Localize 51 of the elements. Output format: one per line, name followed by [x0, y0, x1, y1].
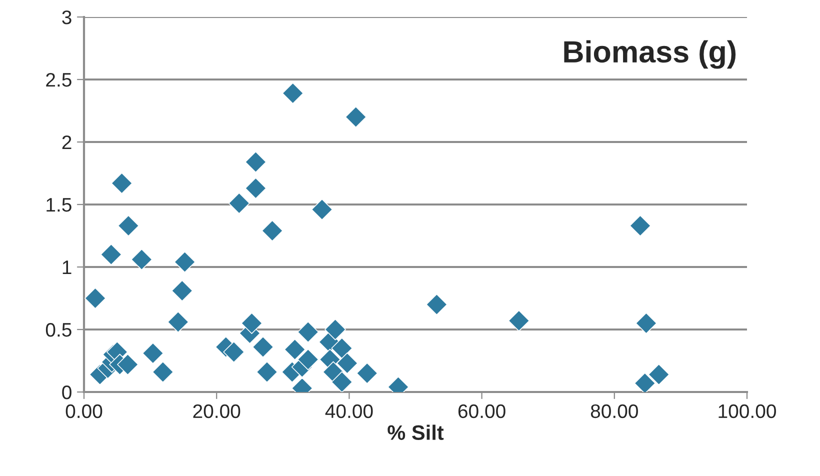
x-axis-title: % Silt — [388, 424, 444, 440]
point — [100, 244, 122, 266]
point — [111, 172, 133, 194]
point — [142, 342, 164, 364]
point — [331, 371, 353, 392]
point — [324, 318, 346, 340]
x-tick-label: 40.00 — [325, 404, 373, 418]
text: Biomass (g) — [564, 40, 736, 69]
y-tick-label: 2.5 — [46, 72, 72, 87]
point — [244, 178, 266, 199]
point — [117, 354, 138, 376]
point — [634, 372, 656, 392]
point — [345, 106, 367, 128]
point — [171, 280, 193, 302]
point — [118, 215, 140, 236]
point — [256, 361, 278, 383]
point — [297, 348, 319, 370]
point — [284, 338, 306, 360]
x-tick-label: 20.00 — [193, 404, 240, 418]
y-tick-label: 3 — [62, 10, 72, 24]
point — [282, 82, 304, 104]
x-tick-label: 60.00 — [458, 404, 506, 418]
point — [167, 311, 189, 333]
point — [244, 151, 266, 173]
point — [241, 312, 262, 334]
point — [297, 321, 319, 343]
x-tick-label: 100.00 — [718, 404, 776, 418]
point — [84, 288, 106, 309]
point — [174, 251, 196, 273]
point — [630, 215, 651, 236]
y-tick-label: 1 — [62, 260, 72, 274]
point — [426, 294, 448, 316]
point — [152, 361, 174, 383]
y-tick-label: 0.5 — [46, 322, 72, 337]
point — [262, 220, 284, 242]
point — [356, 362, 378, 384]
point — [336, 352, 358, 374]
y-tick-label: 1.5 — [46, 198, 72, 212]
x-tick-label: 80.00 — [590, 404, 638, 418]
point — [311, 198, 333, 220]
x-tick-label: 0.00 — [66, 404, 102, 418]
point — [252, 336, 274, 358]
point — [228, 192, 250, 214]
point — [636, 312, 657, 334]
point — [508, 310, 530, 332]
y-tick-label: 0 — [62, 385, 72, 400]
point — [223, 341, 245, 363]
point — [648, 364, 670, 386]
y-tick-label: 2 — [62, 135, 72, 150]
point — [130, 248, 152, 270]
point — [331, 338, 353, 359]
